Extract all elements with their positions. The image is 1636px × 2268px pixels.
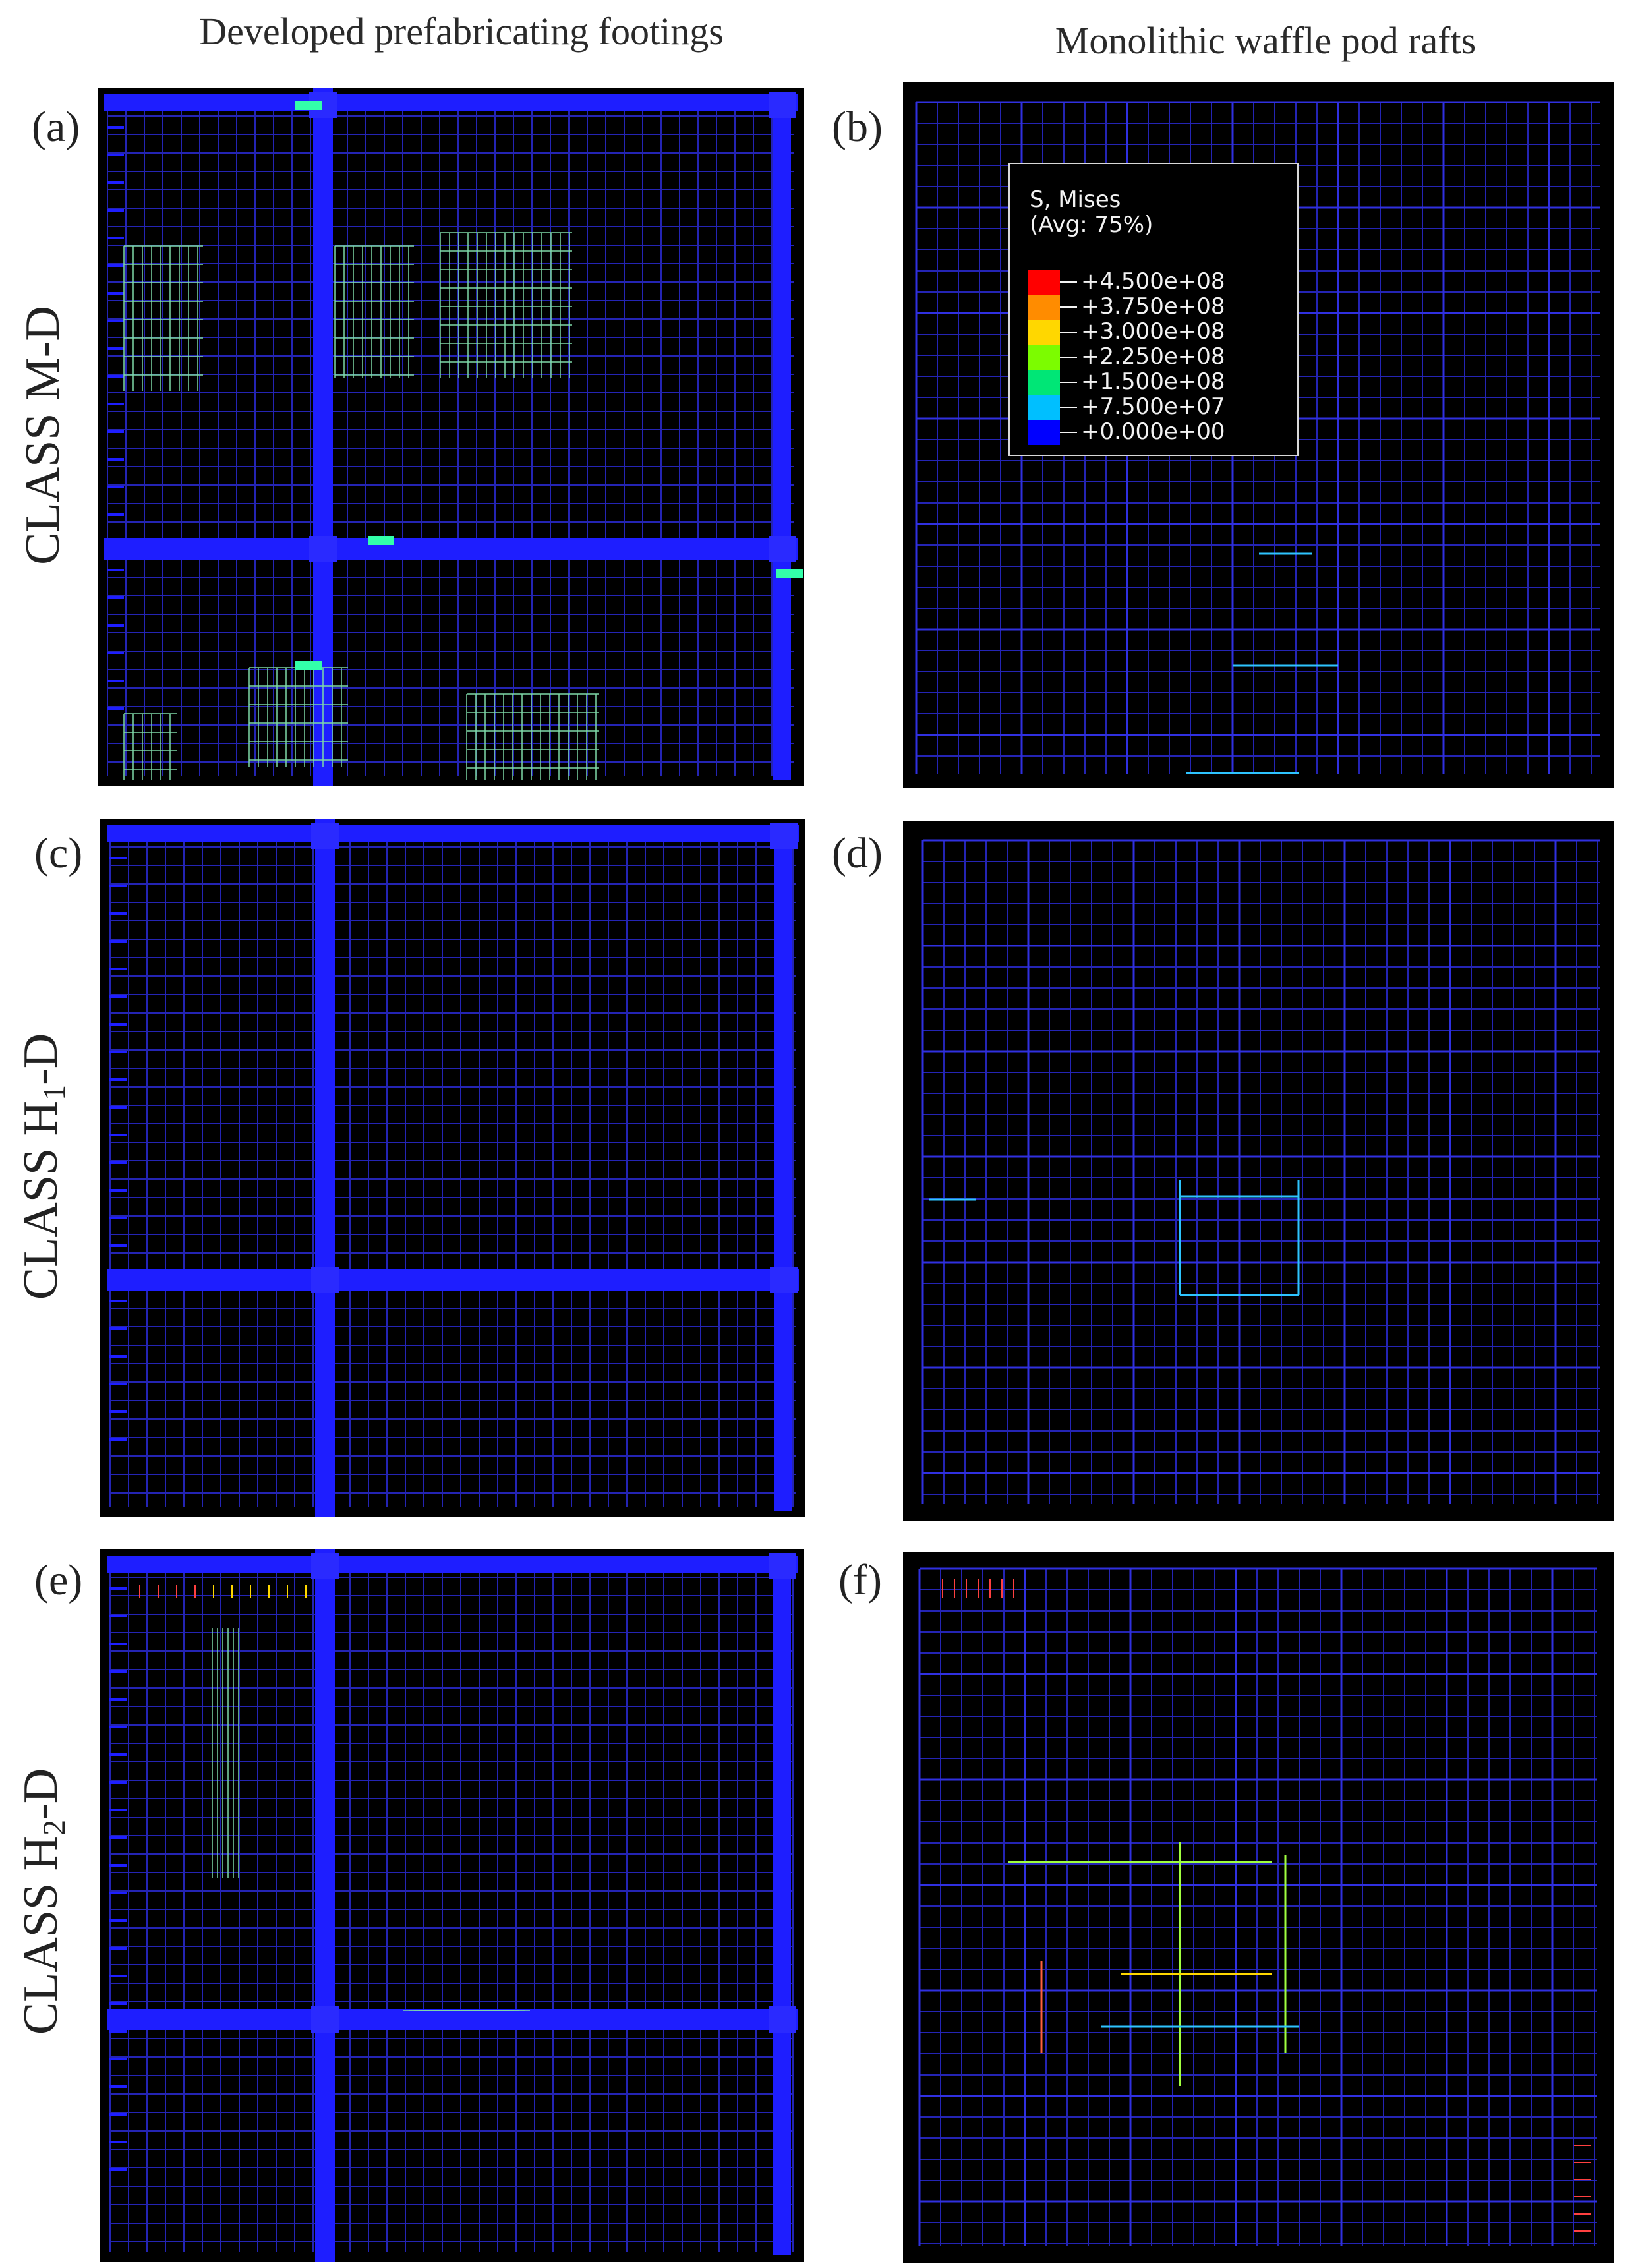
legend-swatch: [1028, 270, 1060, 295]
column-node: [770, 1267, 798, 1293]
ground-beam: [315, 1549, 335, 2262]
legend-tick: [1060, 357, 1077, 358]
legend-entry: +2.250e+08: [1028, 343, 1292, 370]
legend-swatch: [1028, 295, 1060, 320]
legend-value: +7.500e+07: [1081, 393, 1225, 420]
panel-e-prefab-h2-d: [100, 1549, 804, 2262]
row-label-h1-d: CLASS H1-D: [14, 1033, 73, 1300]
legend-value: +2.250e+08: [1081, 343, 1225, 370]
panel-label-d: (d): [832, 829, 883, 877]
panel-d-waffle-h1-d: [903, 821, 1614, 1521]
mises-stress-legend: S, Mises (Avg: 75%) +4.500e+08 +3.750e+08…: [1008, 163, 1299, 456]
panel-label-a: (a): [32, 103, 80, 151]
legend-swatch: [1028, 420, 1060, 445]
row-label-m-d: CLASS M-D: [15, 305, 70, 565]
panel-c-fe-mesh: [107, 819, 799, 1517]
panel-label-b: (b): [832, 103, 883, 151]
panel-label-c: (c): [34, 829, 83, 877]
panel-a-fe-mesh: [104, 88, 803, 786]
legend-entry: +7.500e+07: [1028, 393, 1292, 420]
ground-beam: [774, 825, 792, 1511]
legend-swatch: [1028, 395, 1060, 420]
column-node: [311, 823, 339, 849]
legend-value: +4.500e+08: [1081, 268, 1225, 295]
ground-beam: [773, 1556, 791, 2255]
panel-label-e: (e): [34, 1556, 83, 1604]
legend-swatch: [1028, 345, 1060, 370]
legend-value: +3.000e+08: [1081, 318, 1225, 345]
row-label-h2-d: CLASS H2-D: [14, 1768, 73, 2035]
legend-entry: +4.500e+08: [1028, 268, 1292, 295]
column-node: [769, 1553, 796, 1579]
legend-entry: +3.750e+08: [1028, 293, 1292, 320]
ground-beam: [104, 94, 798, 111]
legend-tick: [1060, 407, 1077, 408]
left-column-title: Developed prefabricating footings: [199, 10, 724, 53]
legend-tick: [1060, 382, 1077, 383]
legend-entry: +3.000e+08: [1028, 318, 1292, 345]
legend-tick: [1060, 332, 1077, 333]
stress-hotspot: [295, 661, 322, 670]
panel-b-waffle-m-d: S, Mises (Avg: 75%) +4.500e+08 +3.750e+08…: [903, 82, 1614, 788]
stress-hotspot: [776, 569, 803, 578]
legend-value: +0.000e+00: [1081, 419, 1225, 445]
legend-value: +1.500e+08: [1081, 368, 1225, 395]
legend-tick: [1060, 281, 1077, 283]
ground-beam: [107, 1269, 799, 1291]
legend-tick: [1060, 432, 1077, 433]
panel-f-fe-mesh: [918, 1567, 1597, 2246]
stress-hotspot: [295, 101, 322, 110]
ground-beam: [107, 1556, 798, 1573]
column-node: [769, 536, 796, 562]
panel-label-f: (f): [838, 1556, 882, 1604]
legend-title: S, Mises: [1030, 187, 1121, 213]
legend-entry: +1.500e+08: [1028, 368, 1292, 395]
legend-tick: [1060, 306, 1077, 308]
ground-beam: [315, 819, 335, 1517]
column-node: [311, 2006, 339, 2033]
column-node: [311, 1267, 339, 1293]
column-node: [311, 1553, 339, 1579]
column-node: [769, 92, 796, 118]
ground-beam: [107, 2009, 798, 2030]
ground-beam: [104, 538, 798, 560]
stress-hotspot: [368, 536, 394, 545]
panel-c-prefab-h1-d: [100, 819, 805, 1517]
panel-d-fe-mesh: [921, 839, 1600, 1504]
panel-a-prefab-m-d: [98, 88, 804, 786]
column-node: [309, 536, 337, 562]
legend-entry: +0.000e+00: [1028, 419, 1292, 445]
ground-beam: [773, 94, 791, 780]
legend-value: +3.750e+08: [1081, 293, 1225, 320]
legend-swatch: [1028, 320, 1060, 345]
panel-f-waffle-h2-d: [903, 1552, 1614, 2263]
column-node: [770, 823, 798, 849]
column-node: [769, 2006, 796, 2033]
right-column-title: Monolithic waffle pod rafts: [1055, 19, 1476, 62]
legend-swatch: [1028, 370, 1060, 395]
ground-beam: [107, 825, 799, 842]
legend-subtitle: (Avg: 75%): [1030, 212, 1154, 238]
panel-e-fe-mesh: [107, 1549, 798, 2262]
